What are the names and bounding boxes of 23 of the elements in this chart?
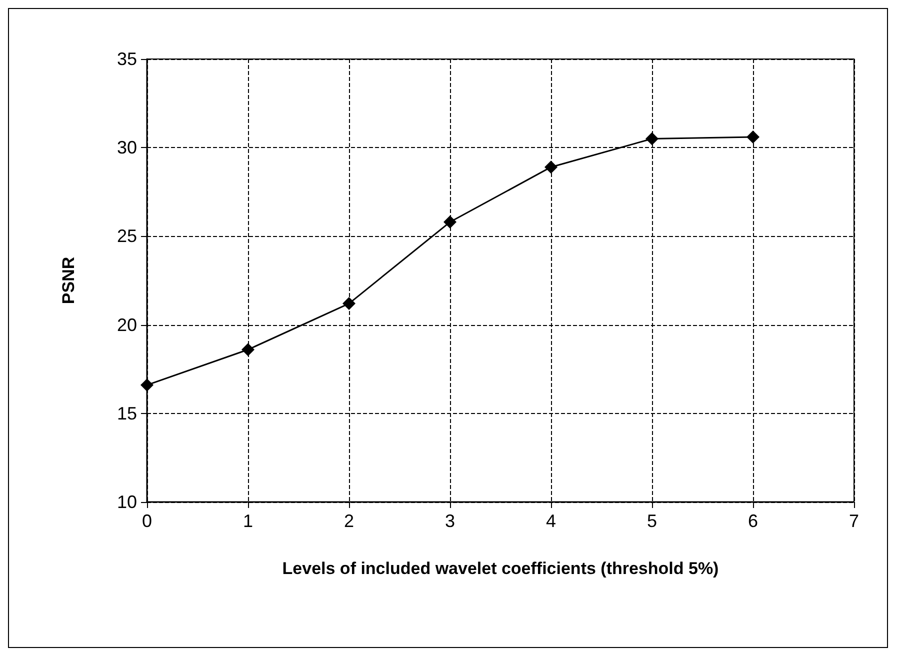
x-tick-label: 1 [242, 511, 254, 531]
y-tick-label: 30 [116, 138, 137, 158]
y-axis-title: PSNR [59, 256, 78, 304]
x-tick-label: 6 [748, 511, 758, 531]
y-tick-label: 15 [116, 403, 137, 424]
y-tick-label: 35 [116, 49, 137, 69]
x-axis-title: Levels of included wavelet coefficients (threshold 5%) [282, 559, 719, 578]
x-tick-label: 0 [142, 511, 152, 531]
x-tick-label: 5 [646, 511, 658, 531]
x-tick-label: 7 [848, 511, 860, 531]
point [444, 216, 456, 229]
x-tick-label: 4 [546, 511, 556, 531]
y-tick-label: 25 [116, 226, 137, 246]
x-tick-label: 3 [444, 511, 456, 531]
x-tick-label: 2 [344, 511, 354, 531]
point [242, 343, 254, 356]
point [646, 132, 658, 146]
point [140, 378, 154, 392]
point [342, 297, 356, 310]
y-tick-label: 20 [116, 314, 137, 335]
y-tick-label: 10 [116, 492, 137, 512]
point [544, 160, 558, 174]
point [746, 130, 760, 144]
